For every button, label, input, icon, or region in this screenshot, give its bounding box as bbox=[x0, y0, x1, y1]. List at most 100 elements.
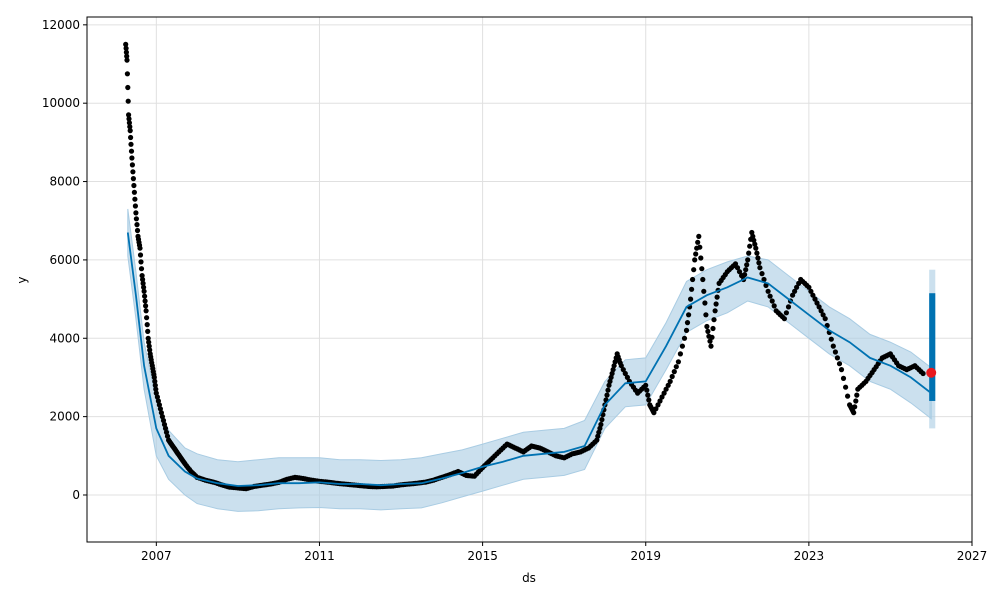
observed-point bbox=[607, 378, 613, 384]
observed-point bbox=[655, 402, 661, 408]
observed-point bbox=[151, 374, 157, 380]
observed-point bbox=[703, 312, 709, 318]
y-axis-label: y bbox=[15, 276, 29, 283]
observed-point bbox=[128, 141, 134, 147]
observed-point bbox=[657, 398, 663, 404]
observed-point bbox=[651, 410, 657, 416]
observed-point bbox=[830, 343, 836, 349]
observed-point bbox=[690, 276, 696, 283]
observed-point bbox=[756, 260, 762, 266]
observed-point bbox=[134, 222, 140, 228]
observed-point bbox=[806, 284, 812, 290]
observed-point bbox=[153, 386, 159, 392]
observed-point bbox=[854, 392, 860, 398]
observed-point bbox=[659, 394, 665, 400]
observed-point bbox=[790, 292, 796, 298]
observed-point bbox=[673, 364, 679, 370]
observed-point bbox=[808, 288, 814, 294]
observed-point bbox=[714, 294, 720, 300]
observed-point bbox=[123, 45, 129, 51]
observed-point bbox=[163, 429, 170, 435]
observed-point bbox=[744, 262, 750, 268]
observed-point bbox=[142, 298, 148, 304]
observed-point bbox=[710, 325, 716, 332]
observed-point bbox=[769, 298, 775, 304]
observed-point bbox=[595, 433, 601, 439]
observed-point bbox=[838, 367, 845, 373]
observed-point bbox=[771, 303, 777, 309]
observed-point bbox=[164, 433, 171, 439]
observed-point bbox=[747, 243, 753, 249]
observed-point bbox=[622, 370, 628, 377]
x-tick-label: 2027 bbox=[957, 549, 988, 563]
uncertainty-band-area bbox=[127, 208, 932, 512]
observed-point bbox=[667, 378, 673, 384]
x-tick-label: 2007 bbox=[141, 549, 172, 563]
uncertainty-band bbox=[127, 208, 932, 512]
observed-point bbox=[155, 398, 161, 404]
observed-point bbox=[124, 57, 130, 63]
observed-point bbox=[686, 312, 692, 318]
observed-point bbox=[611, 363, 617, 369]
observed-point bbox=[920, 370, 926, 377]
observed-points bbox=[123, 41, 926, 492]
observed-point bbox=[761, 276, 767, 283]
y-axis: 0 2000 4000 6000 8000 10000 12000 bbox=[42, 18, 87, 502]
observed-point bbox=[816, 304, 822, 310]
observed-point bbox=[127, 124, 133, 130]
observed-point bbox=[822, 316, 828, 322]
observed-point bbox=[129, 155, 135, 161]
observed-point bbox=[138, 259, 144, 265]
observed-point bbox=[123, 49, 129, 55]
observed-point bbox=[606, 382, 612, 388]
observed-point bbox=[152, 378, 158, 384]
observed-point bbox=[691, 267, 697, 273]
observed-point bbox=[679, 343, 686, 349]
horizon-forecast bbox=[929, 293, 936, 401]
observed-point bbox=[597, 425, 603, 431]
observed-point bbox=[688, 296, 694, 302]
forecast-line-path bbox=[126, 232, 932, 487]
plot-frame bbox=[86, 16, 973, 543]
observed-point bbox=[143, 308, 149, 314]
observed-point bbox=[158, 410, 164, 416]
observed-point bbox=[832, 349, 839, 355]
observed-point bbox=[684, 320, 691, 326]
observed-point bbox=[753, 245, 759, 251]
observed-point bbox=[794, 284, 800, 290]
observed-point bbox=[745, 257, 751, 263]
observed-point bbox=[143, 303, 149, 309]
observed-point bbox=[736, 269, 743, 275]
observed-point bbox=[810, 292, 816, 298]
y-tick-label: 8000 bbox=[49, 175, 80, 189]
observed-point bbox=[675, 359, 682, 365]
observed-point bbox=[653, 406, 659, 412]
observed-point bbox=[767, 293, 773, 299]
observed-point bbox=[620, 367, 626, 373]
observed-point bbox=[692, 257, 698, 263]
observed-point bbox=[146, 343, 152, 349]
observed-point bbox=[852, 404, 858, 410]
observed-point bbox=[604, 392, 610, 398]
observed-point bbox=[707, 338, 713, 344]
observed-point bbox=[671, 369, 677, 375]
observed-point bbox=[612, 359, 618, 365]
observed-point bbox=[133, 210, 139, 216]
observed-point bbox=[677, 351, 684, 357]
observed-point bbox=[834, 355, 841, 361]
observed-point bbox=[820, 312, 826, 318]
observed-point bbox=[705, 328, 711, 334]
observed-point bbox=[154, 394, 160, 400]
observed-point bbox=[712, 308, 718, 314]
observed-point bbox=[608, 374, 614, 380]
observed-point bbox=[781, 316, 788, 322]
observed-point bbox=[661, 390, 667, 396]
observed-point bbox=[146, 339, 152, 345]
observed-point bbox=[145, 335, 151, 341]
highlight-point bbox=[926, 367, 937, 378]
observed-point bbox=[709, 334, 715, 340]
observed-point bbox=[126, 120, 132, 126]
forecast-horizon bbox=[929, 269, 936, 429]
observed-point bbox=[732, 261, 739, 267]
y-tick-label: 2000 bbox=[49, 410, 80, 424]
